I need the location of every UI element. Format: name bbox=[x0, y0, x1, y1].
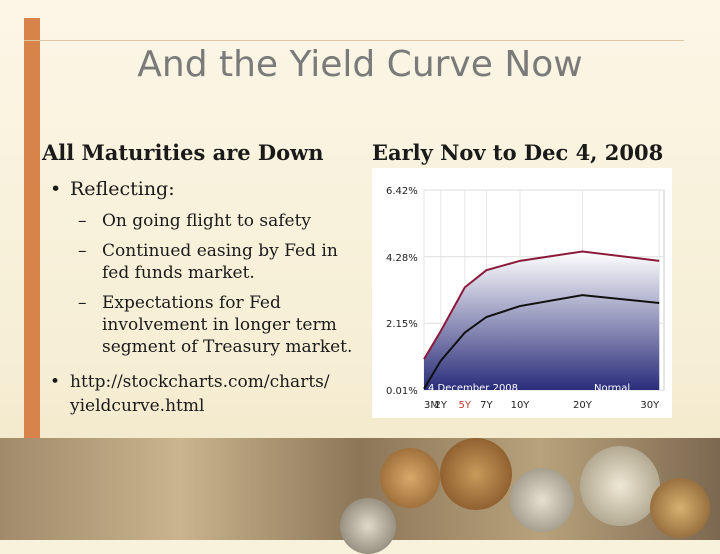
sub-bullet: – Continued easing by Fed in fed funds m… bbox=[78, 240, 338, 284]
accent-bar bbox=[24, 18, 40, 438]
link-line-2[interactable]: yieldcurve.html bbox=[70, 396, 205, 416]
coin-image bbox=[650, 478, 710, 538]
left-heading: All Maturities are Down bbox=[42, 140, 324, 165]
sub-line: involvement in longer term bbox=[102, 315, 337, 335]
bullet-text: Reflecting: bbox=[70, 178, 175, 200]
x-tick-label: 5Y bbox=[459, 400, 472, 411]
series-line-1 bbox=[423, 250, 660, 360]
coin-image bbox=[440, 438, 512, 510]
sub-bullet: – Expectations for Fed involvement in lo… bbox=[78, 292, 353, 358]
series-layer bbox=[423, 250, 660, 390]
x-tick-label: 20Y bbox=[573, 400, 593, 411]
x-tick-label: 30Y bbox=[640, 400, 660, 411]
coins-banner bbox=[0, 438, 720, 554]
sub-line: Expectations for Fed bbox=[102, 293, 281, 313]
x-tick-label: 2Y bbox=[435, 400, 448, 411]
annotation-mode: Normal bbox=[594, 383, 630, 394]
bullet-dot: • bbox=[50, 178, 62, 200]
coin-image bbox=[510, 468, 574, 532]
accent-line bbox=[24, 40, 684, 41]
link-line-1[interactable]: http://stockcharts.com/charts/ bbox=[70, 372, 330, 392]
bullet-dot: • bbox=[50, 372, 61, 392]
right-heading: Early Nov to Dec 4, 2008 bbox=[372, 140, 664, 165]
yield-curve-chart: 6.42% 4.28% 2.15% 0.01% 3M 2Y 5Y 7Y 10Y 20Y 30Y 4… bbox=[372, 168, 672, 418]
y-tick-label: 6.42% bbox=[386, 186, 418, 197]
x-tick-label: 3M bbox=[424, 400, 439, 411]
y-tick-label: 0.01% bbox=[386, 386, 418, 397]
y-tick-label: 4.28% bbox=[386, 253, 418, 264]
coin-image bbox=[340, 498, 396, 554]
coin-image bbox=[580, 446, 660, 526]
sub-line: On going flight to safety bbox=[102, 211, 312, 231]
bullet-reflecting: • Reflecting: bbox=[50, 178, 175, 200]
x-tick-label: 10Y bbox=[511, 400, 531, 411]
sub-bullet: – On going flight to safety bbox=[78, 210, 312, 232]
annotation-date: 4 December 2008 bbox=[428, 383, 518, 394]
sub-line: fed funds market. bbox=[102, 263, 255, 283]
dash-symbol: – bbox=[78, 241, 87, 261]
slide-title: And the Yield Curve Now bbox=[137, 44, 583, 85]
area-fill bbox=[424, 251, 660, 390]
bullet-link: • http://stockcharts.com/charts/ yieldcu… bbox=[50, 370, 330, 418]
x-tick-label: 7Y bbox=[480, 400, 493, 411]
sub-line: segment of Treasury market. bbox=[102, 337, 353, 357]
series-line-2 bbox=[423, 294, 660, 390]
dash-symbol: – bbox=[78, 211, 87, 231]
y-tick-label: 2.15% bbox=[386, 319, 418, 330]
y-tick-layer: 6.42% 4.28% 2.15% 0.01% bbox=[386, 186, 418, 397]
sub-line: Continued easing by Fed in bbox=[102, 241, 338, 261]
coin-image bbox=[380, 448, 440, 508]
dash-symbol: – bbox=[78, 293, 87, 313]
